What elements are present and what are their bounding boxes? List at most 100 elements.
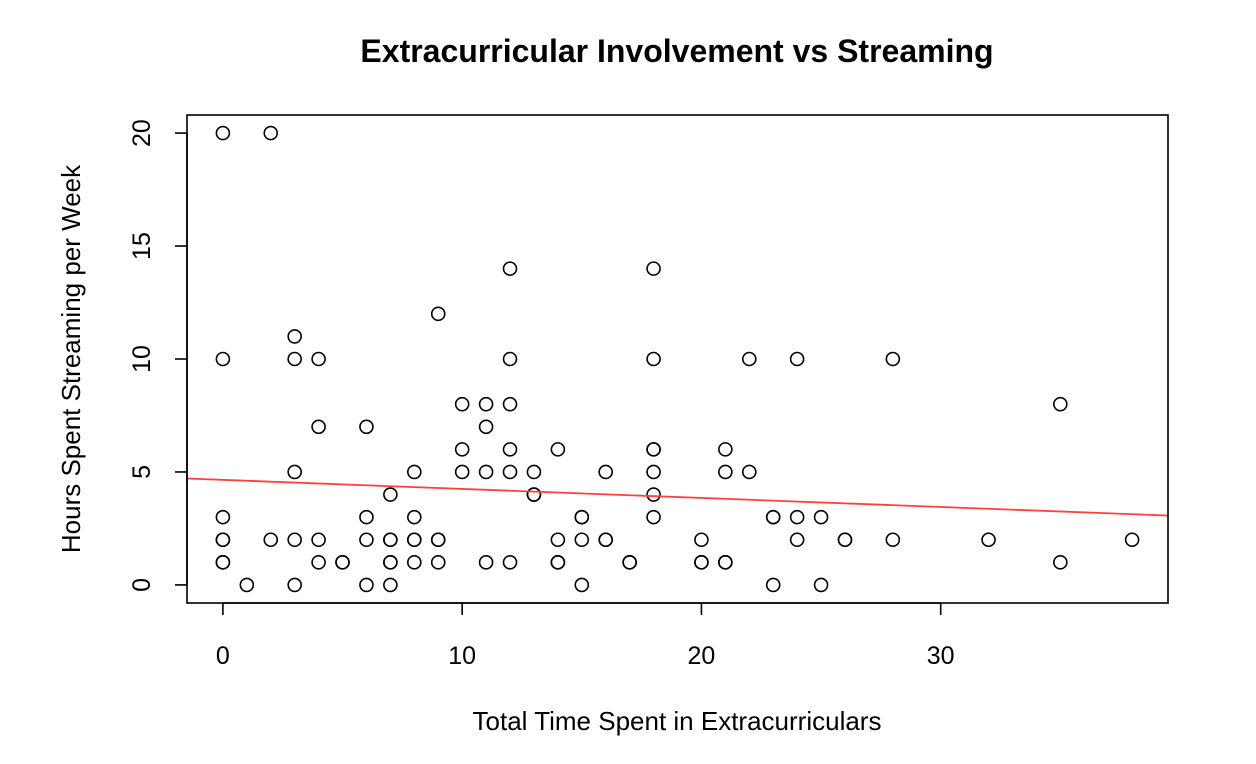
data-point — [430, 306, 446, 322]
data-point — [885, 351, 901, 367]
chart-title: Extracurricular Involvement vs Streaming — [360, 33, 993, 69]
data-point — [550, 442, 566, 457]
data-point — [765, 509, 781, 525]
data-point — [407, 555, 422, 570]
data-point — [383, 555, 398, 570]
data-point — [454, 442, 470, 457]
data-point — [502, 396, 518, 412]
data-point — [454, 396, 470, 412]
data-point — [383, 487, 398, 502]
data-point — [311, 351, 326, 367]
plot-frame — [186, 114, 1169, 604]
data-point — [502, 261, 518, 276]
data-point — [741, 351, 757, 367]
data-point — [789, 509, 805, 525]
data-point — [502, 442, 518, 457]
data-point — [287, 464, 302, 480]
data-point — [813, 509, 829, 525]
data-point — [694, 555, 709, 570]
data-point — [1053, 555, 1068, 570]
data-point — [359, 509, 374, 525]
data-point — [407, 509, 422, 525]
data-point — [215, 509, 231, 525]
y-tick-label: 5 — [128, 465, 156, 479]
data-point — [359, 577, 374, 593]
data-point — [311, 532, 326, 548]
x-axis: 0 10 20 30 — [216, 602, 955, 670]
data-point — [263, 532, 279, 548]
data-point — [981, 532, 996, 548]
data-point — [502, 464, 518, 480]
data-point — [741, 464, 757, 480]
data-point — [526, 464, 542, 480]
data-point — [1124, 532, 1140, 548]
data-point — [263, 125, 279, 141]
data-point — [646, 261, 661, 276]
data-point — [646, 464, 661, 480]
data-point — [526, 487, 542, 502]
data-point — [789, 532, 805, 548]
y-tick-label: 15 — [128, 232, 156, 260]
data-point — [813, 577, 829, 593]
y-tick-label: 0 — [128, 578, 156, 592]
data-point — [646, 509, 661, 525]
data-point — [478, 419, 494, 435]
data-point — [550, 555, 566, 570]
y-axis: 0 5 10 15 20 — [128, 119, 188, 592]
data-point — [646, 351, 661, 367]
data-point — [239, 577, 255, 593]
data-point — [454, 464, 470, 480]
data-point — [383, 532, 398, 548]
data-point — [718, 464, 733, 480]
data-point — [287, 329, 302, 344]
data-point — [885, 532, 901, 548]
data-point — [430, 555, 446, 570]
y-tick-label: 10 — [128, 345, 156, 373]
data-point — [598, 464, 614, 480]
data-point — [311, 419, 326, 435]
data-point — [502, 351, 518, 367]
data-point — [215, 532, 231, 548]
data-point — [1053, 396, 1068, 412]
data-point — [215, 351, 231, 367]
data-point — [837, 532, 853, 548]
x-tick-label: 30 — [927, 642, 955, 670]
data-point — [789, 351, 805, 367]
data-point — [215, 555, 231, 570]
data-point — [718, 555, 733, 570]
data-point — [574, 577, 590, 593]
data-point — [646, 487, 661, 502]
y-tick-label: 20 — [128, 119, 156, 147]
data-point — [765, 577, 781, 593]
data-point — [550, 532, 566, 548]
data-point — [335, 555, 350, 570]
data-point — [215, 125, 231, 141]
data-point — [407, 464, 422, 480]
data-point — [287, 351, 302, 367]
data-point — [694, 532, 709, 548]
x-tick-label: 10 — [448, 642, 476, 670]
data-point — [430, 532, 446, 548]
data-point — [574, 532, 590, 548]
data-point — [359, 532, 374, 548]
data-point — [478, 555, 494, 570]
data-point — [574, 509, 590, 525]
data-point — [287, 577, 302, 593]
plot-area — [186, 125, 1169, 593]
points-layer — [215, 125, 1140, 593]
data-point — [383, 577, 398, 593]
data-point — [311, 555, 326, 570]
trend-line — [186, 477, 1169, 517]
data-point — [478, 464, 494, 480]
data-point — [598, 532, 614, 548]
data-point — [502, 555, 518, 570]
y-axis-label: Hours Spent Streaming per Week — [56, 164, 86, 553]
x-tick-label: 20 — [688, 642, 716, 670]
data-point — [359, 419, 374, 435]
data-point — [718, 442, 733, 457]
data-point — [287, 532, 302, 548]
data-point — [478, 396, 494, 412]
x-tick-label: 0 — [216, 642, 230, 670]
data-point — [646, 442, 661, 457]
